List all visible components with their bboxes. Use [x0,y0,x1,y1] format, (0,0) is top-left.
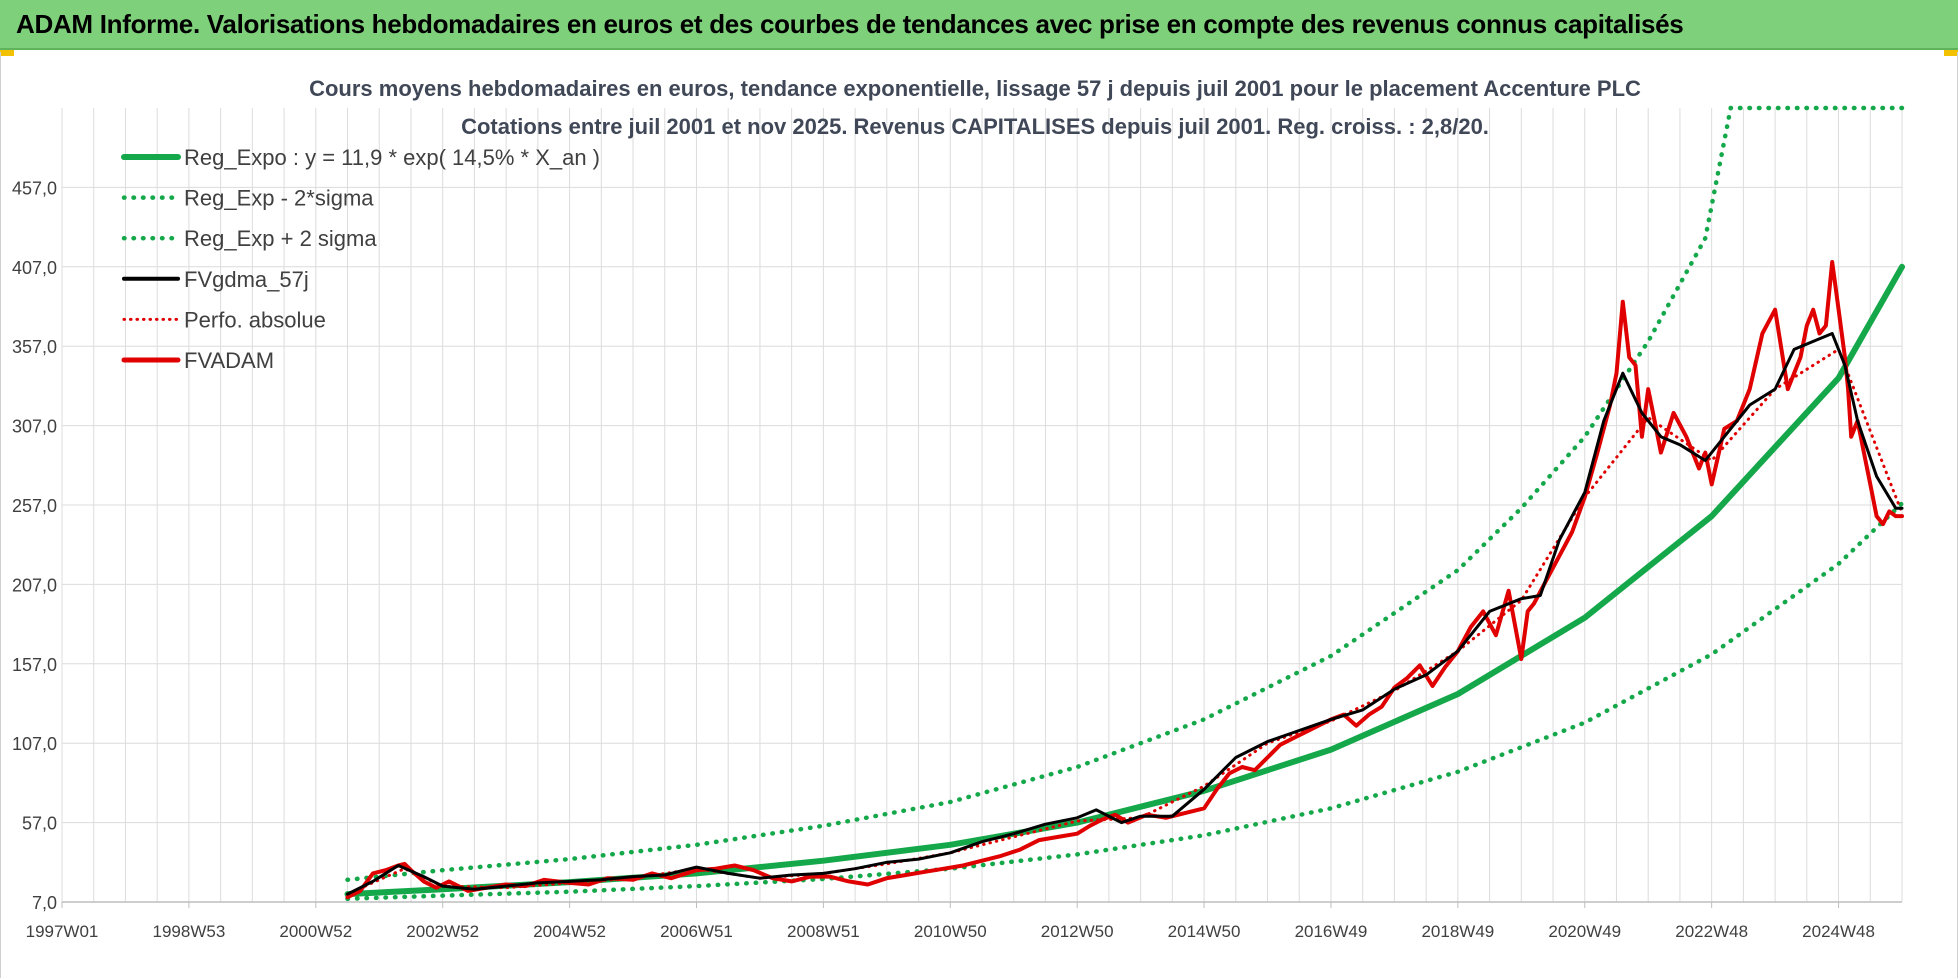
series-reg-exp-plus-2-sigma [345,105,1905,883]
x-tick-label: 1997W01 [26,922,99,941]
corner-marker-left [0,50,14,56]
x-tick-label: 2008W51 [787,922,860,941]
x-tick-label: 2016W49 [1295,922,1368,941]
legend-label-fvgdma: FVgdma_57j [184,267,309,292]
series-fvgdma-57j [346,332,1904,896]
x-tick-label: 1998W53 [153,922,226,941]
legend-label-fvadam: FVADAM [184,348,274,373]
x-tick-label: 2006W51 [660,922,733,941]
legend-label-reg_plus: Reg_Exp + 2 sigma [184,226,377,251]
corner-marker-right [1944,50,1958,56]
y-tick-label: 457,0 [12,178,57,198]
y-axis: 7,0 57,0 107,0 157,0 207,0 257,0 307,0 357,0 407… [12,178,57,913]
x-tick-label: 2010W50 [914,922,987,941]
x-tick-label: 2020W49 [1548,922,1621,941]
y-tick-label: 257,0 [12,496,57,516]
x-tick-label: 2014W50 [1168,922,1241,941]
x-tick-label: 2012W50 [1041,922,1114,941]
x-tick-label: 2002W52 [406,922,479,941]
chart-subtitle: Cotations entre juil 2001 et nov 2025. R… [461,114,1489,139]
y-tick-label: 307,0 [12,417,57,437]
y-tick-label: 157,0 [12,655,57,675]
x-tick-label: 2024W48 [1802,922,1875,941]
series-reg-expo [344,263,1905,898]
y-tick-label: 57,0 [22,814,57,834]
x-tick-label: 2000W52 [279,922,352,941]
x-axis: 1997W01 1998W53 2000W52 2002W52 2004W52 2006W… [26,902,1875,941]
series-fvadam [345,260,1904,900]
legend-label-perfo: Perfo. absolue [184,307,326,332]
x-tick-label: 2022W48 [1675,922,1748,941]
legend: Reg_Expo : y = 11,9 * exp( 14,5% * X_an … [121,145,600,373]
y-tick-label: 407,0 [12,258,57,278]
legend-label-reg_minus: Reg_Exp - 2*sigma [184,186,374,211]
plot-area [344,105,1905,902]
y-tick-label: 7,0 [32,893,57,913]
y-tick-label: 207,0 [12,575,57,595]
series-reg-exp-minus-2-sigma [345,501,1905,902]
x-tick-label: 2004W52 [533,922,606,941]
chart-title: Cours moyens hebdomadaires en euros, ten… [309,76,1641,101]
grid [61,108,1903,903]
chart: 7,0 57,0 107,0 157,0 207,0 257,0 307,0 357,0 407… [12,76,1905,941]
y-tick-label: 107,0 [12,734,57,754]
legend-label-reg_expo: Reg_Expo : y = 11,9 * exp( 14,5% * X_an … [184,145,600,170]
report-title: ADAM Informe. Valorisations hebdomadaire… [16,9,1684,39]
report-banner: ADAM Informe. Valorisations hebdomadaire… [0,0,1958,50]
y-tick-label: 357,0 [12,337,57,357]
x-tick-label: 2018W49 [1421,922,1494,941]
